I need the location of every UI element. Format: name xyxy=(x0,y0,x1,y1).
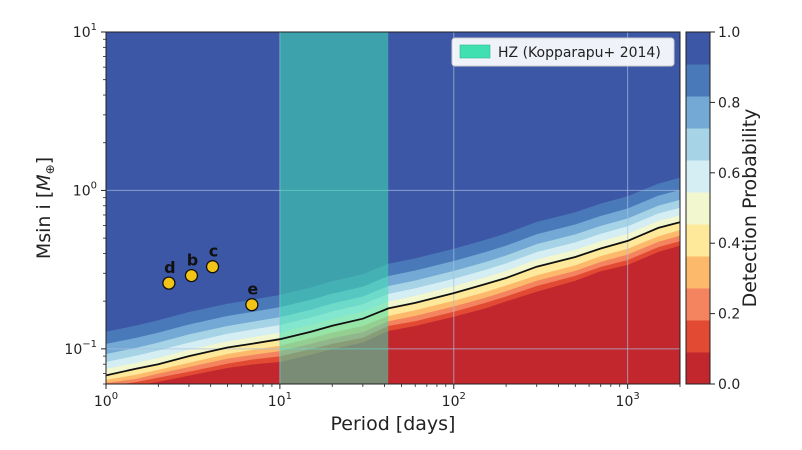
colorbar-segment xyxy=(686,288,710,321)
colorbar-segment xyxy=(686,32,710,65)
x-tick-label: 100 xyxy=(94,391,118,410)
colorbar-segment xyxy=(686,320,710,353)
y-tick-label: 101 xyxy=(73,22,97,41)
planet-marker-b xyxy=(184,268,199,283)
colorbar-tick-label: 0.2 xyxy=(718,307,740,323)
hz-band-rect xyxy=(279,32,389,384)
colorbar xyxy=(686,32,710,385)
fifty-percent-contour-line xyxy=(106,221,680,377)
legend-swatch-hz xyxy=(459,44,491,59)
colorbar-tick-label: 0.8 xyxy=(718,95,740,111)
colorbar-tick-label: 1.0 xyxy=(718,25,740,41)
colorbar-label: Detection Probability xyxy=(739,109,761,308)
planet-label-c: c xyxy=(209,242,218,261)
x-tick-label: 103 xyxy=(616,391,640,410)
plot-area: d b c e xyxy=(106,32,680,384)
y-tick-label: 10−1 xyxy=(64,339,97,358)
y-tick-label: 100 xyxy=(73,180,97,199)
colorbar-segment xyxy=(686,256,710,289)
x-tick-label: 101 xyxy=(268,391,292,410)
x-axis: 100 101 102 103 xyxy=(94,384,681,410)
planet-marker-e xyxy=(245,298,259,312)
y-axis-title: Msin i [M⊕] xyxy=(33,157,57,259)
x-axis-title: Period [days] xyxy=(331,413,456,435)
legend: HZ (Kopparapu+ 2014) xyxy=(451,37,675,67)
planets: d b c e xyxy=(162,242,259,312)
colorbar-segment xyxy=(686,160,710,193)
fifty-percent-line xyxy=(106,221,680,377)
planet-label-e: e xyxy=(247,280,258,299)
colorbar-segment xyxy=(686,224,710,257)
colorbar-frame xyxy=(685,31,711,385)
planet-marker-d xyxy=(162,276,176,290)
colorbar-tick-label: 0.6 xyxy=(718,166,740,182)
colorbar-tick-label: 0.0 xyxy=(718,377,740,393)
hz-band xyxy=(279,32,389,384)
colorbar-segment xyxy=(686,352,710,385)
colorbar-segment xyxy=(686,128,710,161)
planet-label-d: d xyxy=(164,258,175,277)
y-axis: 10−1 100 101 xyxy=(64,22,106,385)
legend-label-hz: HZ (Kopparapu+ 2014) xyxy=(498,45,661,61)
colorbar-segment xyxy=(686,96,710,129)
colorbar-tick-label: 0.4 xyxy=(718,236,740,252)
x-tick-label: 102 xyxy=(442,391,466,410)
colorbar-ticks: 0.0 0.2 0.4 0.6 0.8 1.0 xyxy=(710,25,740,393)
planet-marker-c xyxy=(205,260,220,274)
colorbar-segment xyxy=(686,192,710,225)
colorbar-segment xyxy=(686,64,710,97)
legend-box xyxy=(451,37,675,67)
planet-label-b: b xyxy=(187,251,198,270)
plot-frame xyxy=(105,31,681,385)
